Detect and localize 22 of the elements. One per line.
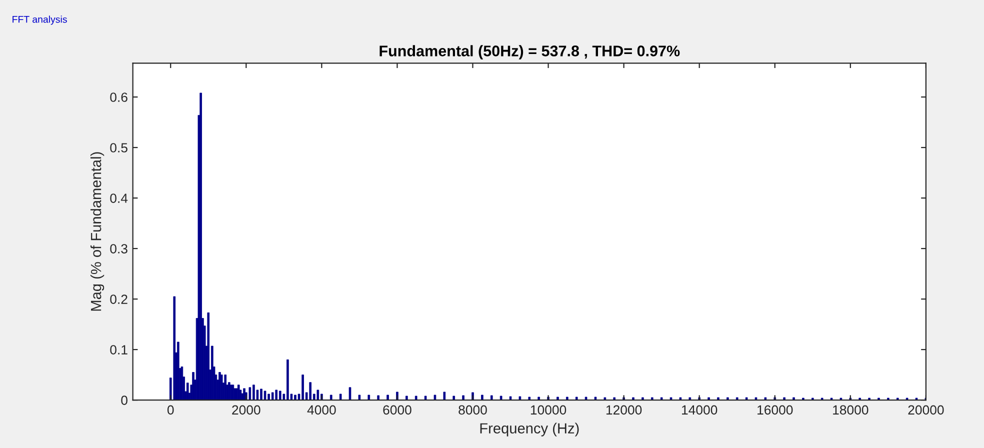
x-tick-label: 6000 — [383, 405, 412, 415]
x-tick-label: 8000 — [458, 405, 487, 415]
x-axis-title: Frequency (Hz) — [480, 422, 579, 436]
x-tick-label: 20000 — [908, 405, 944, 415]
y-tick-label: 0 — [121, 396, 128, 405]
y-tick-label: 0.3 — [110, 244, 128, 254]
y-tick-label: 0.2 — [110, 294, 128, 304]
text: FFT analysis — [12, 16, 67, 25]
x-tick-label: 10000 — [530, 405, 566, 415]
x-tick-label: 12000 — [606, 405, 642, 415]
x-tick-label: 18000 — [833, 405, 868, 415]
y-tick-label: 0.4 — [110, 194, 128, 203]
y-axis-title: Mag (% of Fundamental) — [90, 152, 104, 311]
y-tick-label: 0.1 — [110, 345, 128, 354]
chart-title: Fundamental (50Hz) = 537.8 , THD= 0.97% — [380, 45, 680, 60]
x-tick-label: 16000 — [758, 405, 793, 415]
x-tick-label: 14000 — [682, 405, 718, 415]
x-tick-label: 4000 — [307, 405, 336, 415]
x-tick-label: 0 — [167, 405, 174, 415]
x-tick-label: 2000 — [232, 405, 260, 415]
y-tick-label: 0.6 — [110, 92, 128, 102]
y-tick-label: 0.5 — [110, 143, 128, 152]
